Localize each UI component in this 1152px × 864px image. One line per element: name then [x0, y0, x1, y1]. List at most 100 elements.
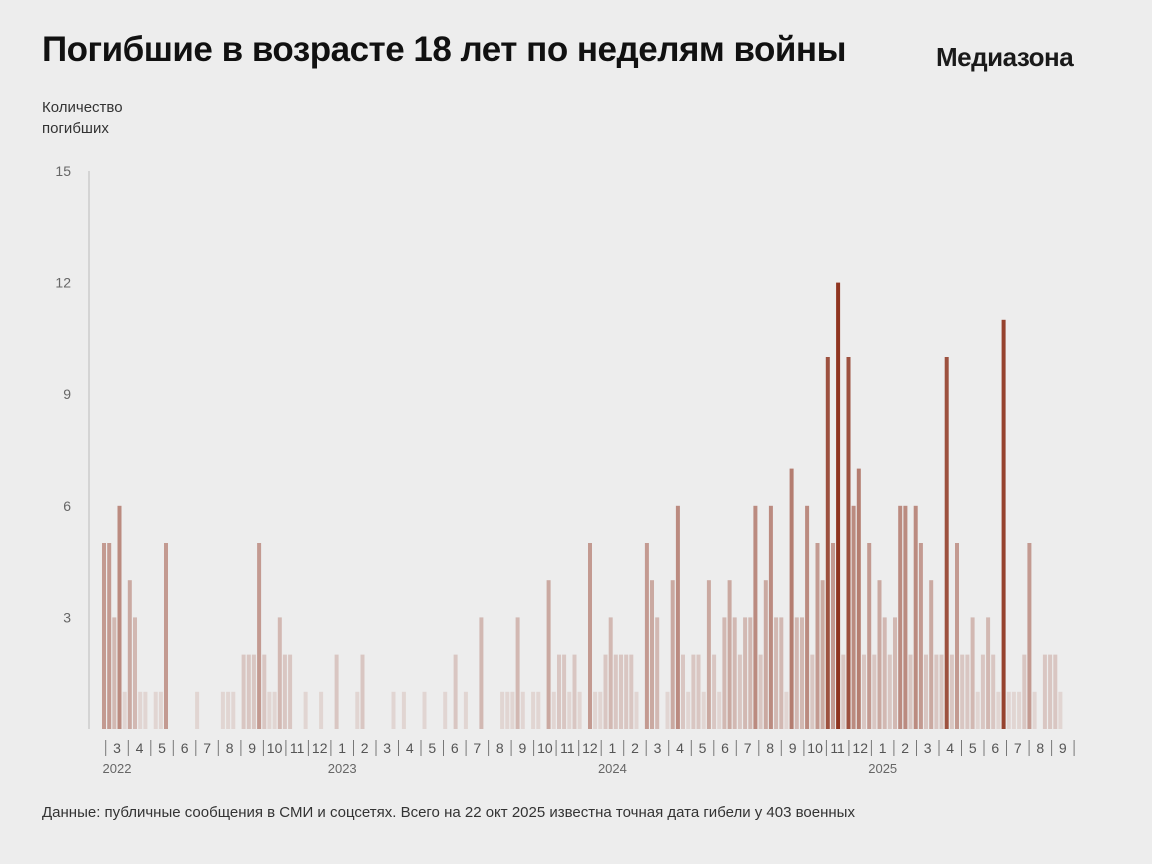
bar [143, 691, 148, 729]
bar [319, 691, 324, 729]
y-axis-label-line: погибших [42, 120, 109, 137]
month-label: 5 [699, 740, 707, 756]
bar [536, 691, 541, 729]
year-label: 2023 [328, 761, 357, 776]
bar [619, 654, 623, 729]
bar [955, 543, 959, 729]
bar [593, 691, 598, 729]
bar [391, 691, 396, 729]
bar [851, 505, 856, 729]
bar [727, 580, 732, 729]
bar [226, 691, 231, 729]
bar [655, 617, 660, 729]
bar [965, 654, 970, 729]
bar [841, 654, 846, 729]
bar [929, 580, 934, 729]
month-label: 8 [766, 740, 774, 756]
month-label: 7 [203, 740, 211, 756]
bar [758, 654, 763, 729]
bar [960, 654, 965, 729]
bar [939, 654, 944, 729]
bar [825, 357, 830, 729]
bar [789, 468, 794, 729]
bar [360, 654, 365, 729]
bar [629, 654, 634, 729]
month-label: 2 [901, 740, 909, 756]
bar [133, 617, 137, 729]
bar [515, 617, 520, 729]
bar [1022, 654, 1027, 729]
bar [867, 543, 872, 729]
month-label: 5 [428, 740, 436, 756]
bar [164, 543, 168, 729]
bar [836, 282, 841, 729]
bar [918, 543, 923, 729]
month-label: 9 [519, 740, 527, 756]
month-label: 4 [406, 740, 414, 756]
bar [650, 580, 654, 729]
bar [138, 691, 143, 729]
month-label: 3 [113, 740, 121, 756]
bar [572, 654, 577, 729]
bar [686, 691, 691, 729]
bar [743, 617, 748, 729]
bar [463, 691, 468, 729]
bar [1048, 654, 1053, 729]
y-tick-label: 15 [55, 163, 71, 179]
bar [768, 505, 773, 729]
bar [588, 543, 592, 729]
bar [924, 654, 928, 729]
bar [996, 691, 1001, 729]
bar [355, 691, 360, 729]
bar [257, 543, 262, 729]
bar [127, 580, 132, 729]
y-tick-label: 12 [55, 275, 71, 291]
month-label: 6 [721, 740, 729, 756]
month-label: 7 [1014, 740, 1022, 756]
bar [722, 617, 727, 729]
bar [949, 654, 954, 729]
month-label: 3 [924, 740, 932, 756]
bar [872, 654, 877, 729]
bar [1017, 691, 1022, 729]
bar [846, 357, 851, 729]
bar [277, 617, 282, 729]
y-axis-label: Количество погибших [42, 97, 162, 139]
month-label: 3 [383, 740, 391, 756]
bar [903, 505, 908, 729]
bar [562, 654, 567, 729]
month-label: 6 [991, 740, 999, 756]
bar [598, 691, 603, 729]
month-label: 2 [361, 740, 369, 756]
bar [970, 617, 975, 729]
bar [784, 691, 789, 729]
y-tick-label: 6 [63, 498, 71, 514]
month-label: 11 [290, 740, 305, 756]
source-note: Данные: публичные сообщения в СМИ и соцс… [42, 804, 855, 821]
bar [737, 654, 742, 729]
month-label: 6 [451, 740, 459, 756]
month-label: 11 [560, 740, 575, 756]
month-label: 8 [226, 740, 234, 756]
bar [479, 617, 484, 729]
bar [613, 654, 618, 729]
bar [401, 691, 406, 729]
bar [856, 468, 861, 729]
bar [246, 654, 251, 729]
year-label: 2024 [598, 761, 627, 776]
bar [531, 691, 536, 729]
bar [980, 654, 985, 729]
bar [893, 617, 897, 729]
bar [753, 505, 758, 729]
bar [717, 691, 722, 729]
bar [991, 654, 996, 729]
bar [1011, 691, 1016, 729]
bar [877, 580, 882, 729]
bar [691, 654, 696, 729]
bar [712, 654, 717, 729]
bar [748, 617, 753, 729]
bar [1006, 691, 1011, 729]
bar [675, 505, 680, 729]
month-label: 6 [181, 740, 189, 756]
bar [510, 691, 515, 729]
